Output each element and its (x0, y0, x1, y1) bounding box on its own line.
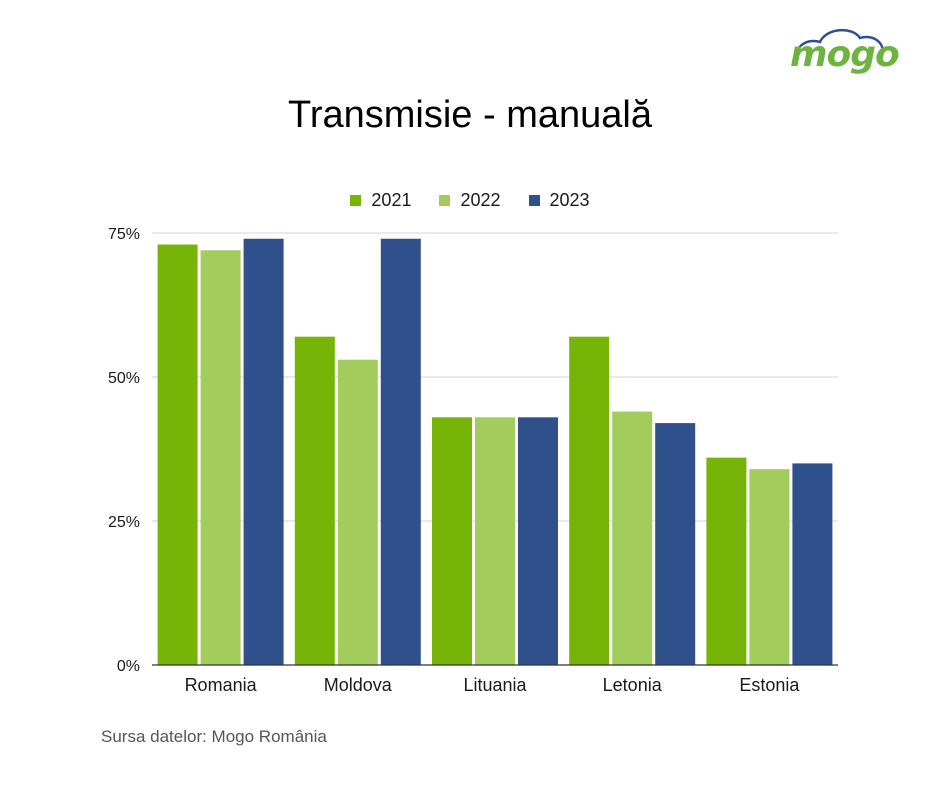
x-tick-label: Romania (185, 675, 258, 695)
cloud-icon (796, 29, 884, 60)
y-tick-label: 75% (108, 226, 140, 243)
bar-estonia-2023 (792, 463, 833, 665)
bar-estonia-2022 (749, 469, 790, 665)
logo-text: mogo (790, 34, 900, 75)
bar-romania-2023 (243, 238, 284, 665)
bar-romania-2022 (200, 250, 241, 665)
bar-letonia-2021 (569, 336, 610, 665)
chart-legend: 2021 2022 2023 (0, 190, 940, 211)
bar-lituania-2022 (475, 417, 515, 665)
bar-moldova-2022 (337, 359, 378, 665)
bar-romania-2021 (157, 244, 198, 665)
legend-item-2023: 2023 (528, 190, 590, 211)
bar-letonia-2022 (612, 411, 653, 665)
legend-label: 2022 (460, 190, 501, 210)
bar-moldova-2023 (380, 238, 421, 665)
y-tick-label: 50% (108, 370, 140, 387)
chart-title: Transmisie - manuală (288, 94, 652, 136)
source-note: Sursa datelor: Mogo România (101, 727, 327, 746)
legend-swatch (528, 195, 540, 206)
x-tick-label: Moldova (324, 675, 393, 695)
legend-item-2021: 2021 (350, 190, 411, 211)
y-tick-label: 25% (108, 514, 140, 531)
legend-swatch (350, 195, 362, 206)
x-tick-label: Estonia (739, 675, 800, 695)
mogo-logo (796, 29, 884, 60)
legend-label: 2023 (549, 190, 590, 210)
bar-estonia-2021 (706, 457, 747, 665)
bar-lituania-2021 (432, 417, 472, 665)
x-tick-label: Letonia (603, 675, 663, 695)
legend-label: 2021 (371, 190, 412, 210)
y-tick-label: 0% (117, 658, 140, 675)
x-tick-label: Lituania (463, 675, 527, 695)
legend-item-2022: 2022 (439, 190, 501, 211)
bar-lituania-2023 (518, 417, 558, 665)
bar-letonia-2023 (655, 423, 696, 665)
legend-swatch (439, 195, 451, 206)
bar-moldova-2021 (294, 336, 335, 665)
